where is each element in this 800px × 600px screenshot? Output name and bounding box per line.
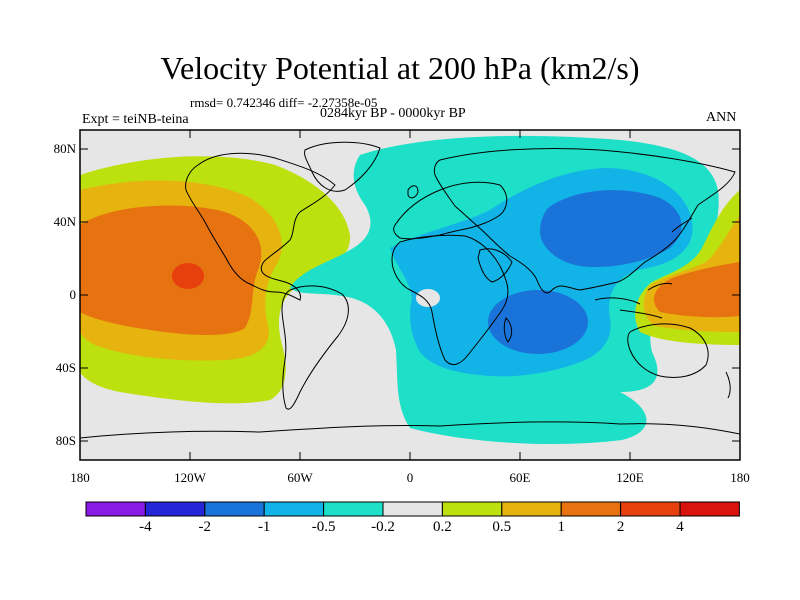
coast-arabia (477, 248, 513, 283)
colorbar-label: -2 (198, 519, 212, 535)
x-label-180w: 180 (70, 470, 90, 485)
y-label-80s: 80S (55, 433, 76, 448)
colorbar-label: -4 (139, 519, 152, 535)
colorbar-label: -0.5 (311, 519, 336, 535)
colorbar-label: 2 (616, 519, 625, 535)
period-text: 0284kyr BP - 0000kyr BP (320, 106, 466, 121)
coast-south-america (281, 285, 349, 410)
contour-fill (80, 135, 740, 444)
y-label-0: 0 (69, 287, 77, 302)
coast-antarctica (80, 421, 740, 439)
coast-europe (393, 181, 508, 240)
colorbar-label: -0.2 (371, 519, 395, 535)
y-label-80n: 80N (53, 141, 76, 156)
coast-indonesia (594, 282, 673, 319)
colorbar-box (679, 501, 740, 517)
colorbar-label: 1 (557, 519, 565, 535)
y-label-40s: 40S (55, 360, 76, 375)
negative-core-south (488, 290, 588, 354)
colorbar-box (263, 501, 325, 517)
coast-australia (627, 323, 709, 379)
stats-text: rmsd= 0.742346 diff= -2.27358e-05 (190, 95, 378, 110)
colorbar (85, 501, 740, 517)
experiment-label: Expt = teiNB-teina (82, 112, 189, 127)
x-ticks (79, 130, 631, 460)
x-label-180e: 180 (730, 470, 750, 485)
y-label-40n: 40N (53, 214, 76, 229)
coast-asia (433, 147, 736, 294)
colorbar-label: 0.2 (433, 519, 452, 535)
colorbar-box (620, 501, 681, 517)
colorbar-box (501, 501, 562, 517)
colorbar-label: 4 (676, 519, 684, 535)
x-label-120w: 120W (174, 470, 206, 485)
map-title: Velocity Potential at 200 hPa (km2/s) (160, 50, 640, 86)
positive-patch-guinea (416, 289, 440, 307)
positive-region-west-high (80, 205, 262, 335)
coast-new-zealand (725, 371, 731, 399)
season-label: ANN (706, 110, 737, 125)
coast-madagascar (503, 317, 513, 343)
colorbar-box (382, 501, 443, 517)
colorbar-box (204, 501, 265, 517)
coastlines (80, 141, 740, 439)
y-ticks (80, 148, 740, 442)
colorbar-box (323, 501, 384, 517)
coast-africa (391, 234, 509, 366)
x-label-60e: 60E (509, 470, 531, 485)
coast-greenland (304, 141, 381, 192)
x-label-120e: 120E (616, 470, 644, 485)
colorbar-label: -1 (257, 519, 271, 535)
colorbar-box (560, 501, 622, 517)
colorbar-box (85, 501, 146, 517)
negative-core-north (540, 190, 682, 268)
colorbar-box (441, 501, 503, 517)
colorbar-box (144, 501, 206, 517)
coast-north-america (185, 152, 336, 301)
coast-uk (407, 185, 419, 199)
x-label-60w: 60W (287, 470, 313, 485)
positive-region-east-high (653, 262, 740, 318)
coast-japan (671, 217, 693, 233)
x-label-0: 0 (406, 470, 414, 485)
positive-core-west (172, 263, 204, 289)
colorbar-label: 0.5 (492, 519, 512, 535)
